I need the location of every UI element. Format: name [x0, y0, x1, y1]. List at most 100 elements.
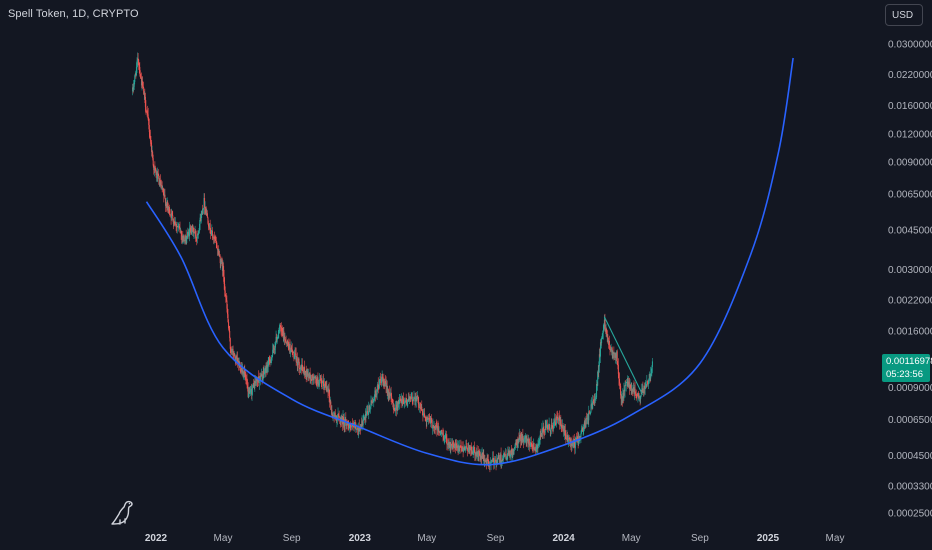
candle — [293, 350, 295, 362]
candle — [465, 440, 467, 451]
candle — [649, 373, 651, 383]
candle — [219, 254, 221, 269]
candle — [163, 188, 165, 203]
candle — [563, 425, 565, 436]
candle — [429, 413, 431, 422]
candle — [214, 236, 216, 244]
candle — [385, 376, 387, 394]
candle — [625, 381, 627, 392]
candle — [366, 405, 368, 418]
candle — [169, 208, 171, 217]
candle — [244, 364, 246, 378]
rounded-bottom-curve[interactable] — [145, 57, 794, 466]
candle — [526, 438, 528, 442]
candle — [607, 337, 609, 349]
time-axis-label: May — [622, 533, 641, 544]
candle — [162, 185, 164, 191]
candle — [281, 322, 283, 337]
candle — [517, 437, 519, 449]
candle — [561, 424, 563, 433]
candle — [617, 358, 619, 379]
candle — [202, 207, 204, 211]
candle — [175, 217, 177, 227]
candle — [419, 401, 421, 410]
candle — [384, 378, 386, 387]
candle — [200, 213, 202, 222]
candle — [314, 374, 316, 378]
candle — [207, 220, 209, 231]
candle — [444, 430, 446, 443]
dinosaur-logo-icon[interactable] — [108, 498, 136, 526]
candle — [314, 375, 316, 385]
candle — [463, 447, 465, 453]
candle — [649, 371, 651, 384]
candle — [226, 295, 228, 313]
candle — [267, 356, 269, 373]
candle — [632, 382, 634, 393]
candle — [594, 393, 596, 404]
candle — [386, 380, 388, 397]
candle — [213, 237, 215, 244]
candle — [636, 393, 638, 397]
candle — [534, 447, 536, 451]
candle — [183, 235, 185, 242]
candle — [262, 374, 264, 382]
candle — [160, 181, 162, 190]
candle — [615, 352, 617, 362]
candle — [315, 375, 317, 379]
currency-button[interactable]: USD — [885, 4, 923, 26]
candle — [224, 286, 226, 297]
candle — [450, 443, 452, 446]
candle — [223, 269, 225, 290]
candle — [544, 428, 546, 436]
candle — [596, 381, 598, 386]
candle — [316, 375, 318, 389]
candle — [310, 374, 312, 384]
candle — [492, 451, 494, 463]
candle — [606, 333, 608, 342]
candle — [286, 340, 288, 348]
candle — [388, 385, 390, 401]
downtrend-line[interactable] — [603, 316, 643, 394]
candle — [415, 392, 417, 406]
candle — [178, 224, 180, 230]
candle — [598, 348, 600, 373]
candle — [423, 408, 425, 418]
candle — [441, 429, 443, 435]
candle — [217, 248, 219, 256]
candle — [195, 230, 197, 242]
candle — [568, 435, 570, 440]
candle — [594, 393, 596, 406]
candle — [301, 358, 303, 371]
candle — [151, 145, 153, 158]
candle — [445, 433, 447, 439]
candle — [553, 418, 555, 432]
candle — [140, 72, 142, 89]
candle — [592, 395, 594, 404]
candle — [287, 339, 289, 346]
candle — [554, 413, 556, 429]
candle — [609, 345, 611, 356]
candle — [184, 234, 186, 245]
candle — [133, 80, 135, 92]
candle — [600, 339, 602, 346]
candle — [459, 439, 461, 454]
price-axis-label: 0.00033000 — [888, 481, 932, 492]
candle — [321, 381, 323, 390]
candle — [370, 395, 372, 410]
candle — [586, 412, 588, 425]
candle — [422, 408, 424, 418]
candle — [162, 187, 164, 196]
candle — [391, 392, 393, 405]
candle — [386, 379, 388, 393]
candle — [214, 231, 216, 243]
candle — [502, 458, 504, 462]
candle — [435, 425, 437, 430]
candle — [434, 426, 436, 434]
candle — [147, 107, 149, 121]
candle — [637, 391, 639, 400]
candle — [439, 430, 441, 436]
candle — [348, 423, 350, 433]
candle — [513, 446, 515, 452]
